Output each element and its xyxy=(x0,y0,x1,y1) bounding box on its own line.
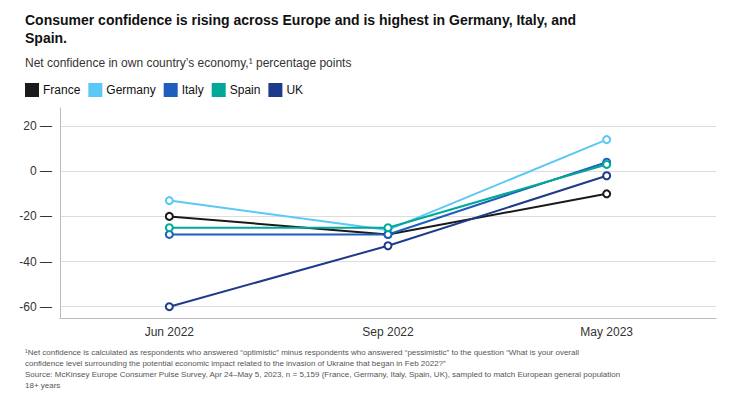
svg-text:May 2023: May 2023 xyxy=(580,325,633,339)
svg-text:Sep 2022: Sep 2022 xyxy=(362,325,414,339)
svg-text:UK: UK xyxy=(286,83,303,97)
svg-text:Net confidence in own country’: Net confidence in own country’s economy,… xyxy=(25,56,351,70)
svg-text:20 —: 20 — xyxy=(23,119,52,133)
svg-text:-20 —: -20 — xyxy=(19,209,52,223)
svg-text:Consumer confidence is rising: Consumer confidence is rising across Eur… xyxy=(25,12,576,28)
svg-text:Germany: Germany xyxy=(106,83,155,97)
svg-text:Spain: Spain xyxy=(230,83,261,97)
svg-text:Jun 2022: Jun 2022 xyxy=(145,325,195,339)
svg-text:0 —: 0 — xyxy=(30,164,52,178)
svg-text:France: France xyxy=(43,83,81,97)
svg-text:-60 —: -60 — xyxy=(19,300,52,314)
svg-text:confidence level surrounding t: confidence level surrounding the potenti… xyxy=(25,359,446,368)
svg-text:-40 —: -40 — xyxy=(19,255,52,269)
svg-text:18+ years: 18+ years xyxy=(25,381,60,390)
svg-text:Source: McKinsey Europe Consum: Source: McKinsey Europe Consumer Pulse S… xyxy=(25,370,620,379)
svg-text:Spain.: Spain. xyxy=(25,30,67,46)
svg-text:Italy: Italy xyxy=(182,83,204,97)
svg-text:¹Net confidence is calculated: ¹Net confidence is calculated as respond… xyxy=(25,348,579,357)
